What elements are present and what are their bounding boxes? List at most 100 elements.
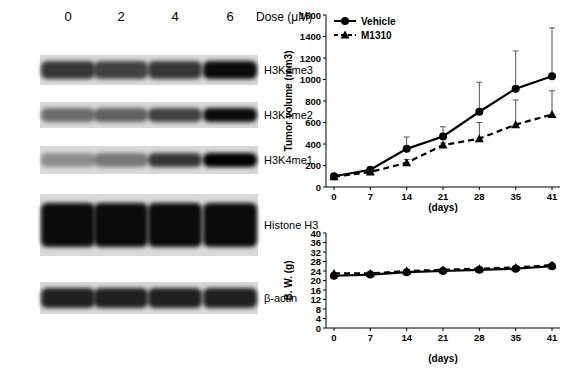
marker-triangle [366,167,375,175]
y-tick-label: 1400 [300,31,321,42]
marker-triangle [439,141,448,149]
error-stem [552,28,553,76]
marker-triangle [548,110,557,118]
band [203,153,257,167]
y-tick [323,290,326,291]
band [94,108,148,122]
y-tick-label: 0 [316,182,321,193]
blot-strip [40,102,258,128]
error-cap [549,90,555,91]
x-tick [552,328,553,331]
plot-area [330,261,557,280]
error-cap [404,137,410,138]
y-tick-label: 800 [305,96,321,107]
x-tick-label: 41 [547,332,558,343]
line-chart: 0481216202428323640071421283541(days)B. … [283,228,560,365]
western-blot: 0246Dose (μM)H3K4me3H3K4me2H3K4me1Histon… [40,9,318,314]
marker-triangle [402,158,411,166]
y-tick [323,144,326,145]
marker-triangle [511,263,520,271]
band [94,153,148,167]
band [203,203,257,247]
line-chart: 0200400600800100012001400160007142128354… [283,10,560,214]
error-cap [440,126,446,127]
x-tick [334,328,335,331]
legend: VehicleM1310 [334,16,396,41]
x-tick-label: 35 [510,191,521,202]
series-line [334,265,552,273]
x-tick-label: 7 [368,191,373,202]
marker-triangle [330,172,339,180]
y-tick-label: 20 [310,275,321,286]
y-tick-label: 4 [316,313,322,324]
y-tick [323,271,326,272]
blot-strip [40,55,258,85]
y-tick-label: 36 [310,237,321,248]
x-tick [406,187,407,190]
marker-circle [403,145,411,153]
x-tick-label: 28 [474,332,485,343]
x-tick-label: 21 [438,332,449,343]
plot-area [330,28,557,180]
band [203,288,257,308]
y-tick [323,318,326,319]
band [148,288,202,308]
legend-label: Vehicle [361,16,396,27]
x-tick-label: 0 [331,191,336,202]
band [41,108,95,122]
y-tick-label: 400 [305,139,321,150]
y-tick [323,309,326,310]
dose-label: 4 [171,9,178,24]
y-tick [323,79,326,80]
x-tick [443,187,444,190]
band [148,108,202,122]
error-bar [476,82,482,112]
band [41,288,95,308]
error-stem [479,82,480,112]
y-tick-label: 600 [305,117,321,128]
x-tick [406,328,407,331]
marker-circle [341,17,349,25]
marker-circle [439,132,447,140]
band [94,203,148,247]
band [41,61,95,79]
error-cap [549,27,555,28]
x-tick [334,187,335,190]
marker-triangle [439,265,448,273]
marker-triangle [548,261,557,269]
y-tick-label: 1000 [300,74,321,85]
y-tick [323,299,326,300]
marker-triangle [402,267,411,275]
x-tick [515,328,516,331]
x-tick-label: 14 [401,332,412,343]
marker-circle [475,108,483,116]
marker-triangle [341,31,350,39]
marker-triangle [366,269,375,277]
band [148,153,202,167]
y-tick [323,242,326,243]
x-tick-label: 28 [474,191,485,202]
x-tick [479,187,480,190]
marker-triangle [511,120,520,128]
y-tick [323,165,326,166]
blot-strip [40,146,258,174]
x-tick-label: 0 [331,332,336,343]
error-cap [513,51,519,52]
x-tick-label: 35 [510,332,521,343]
marker-circle [548,72,556,80]
error-stem [515,51,516,89]
x-tick [552,187,553,190]
band [94,288,148,308]
blot-strip [40,194,258,256]
y-tick-label: 24 [310,266,321,277]
figure: 0246Dose (μM)H3K4me3H3K4me2H3K4me1Histon… [0,0,575,380]
y-tick-label: 32 [310,247,321,258]
x-tick [443,328,444,331]
y-axis-title: B. W. (g) [283,261,294,301]
x-tick-label: 7 [368,332,373,343]
y-tick [323,280,326,281]
x-axis-title: (days) [428,353,457,364]
error-cap [476,82,482,83]
x-tick-label: 21 [438,191,449,202]
y-tick [323,233,326,234]
